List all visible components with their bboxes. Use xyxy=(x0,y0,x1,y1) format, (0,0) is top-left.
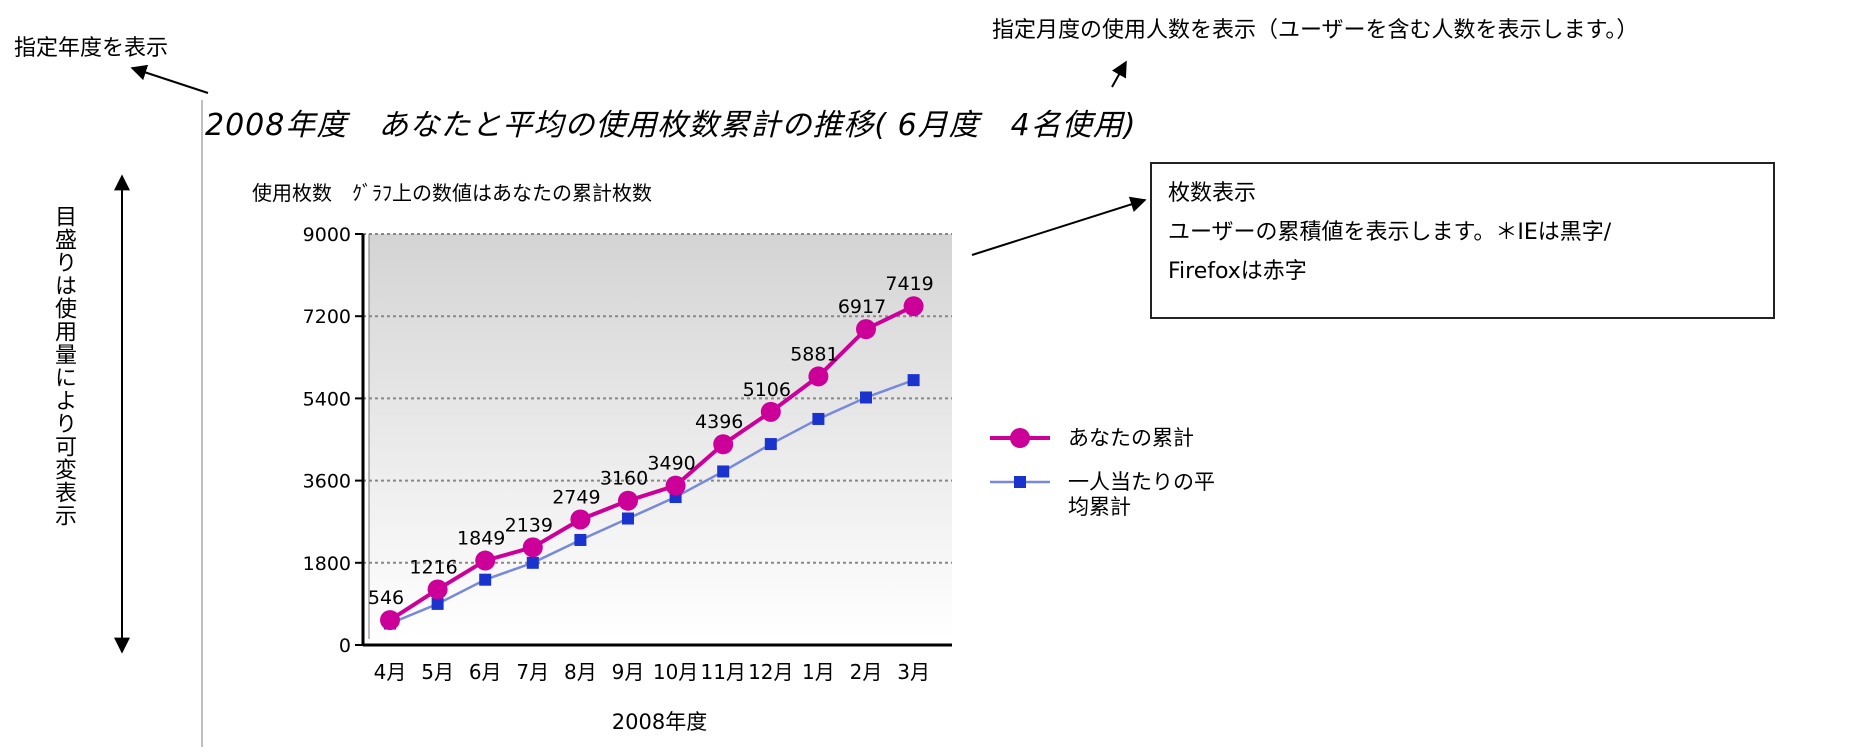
legend-average-marker xyxy=(1014,476,1026,488)
data-label: 4396 xyxy=(695,411,743,433)
data-label: 2139 xyxy=(505,514,553,536)
x-tick-label: 8月 xyxy=(564,660,597,684)
x-tick-label: 10月 xyxy=(653,660,698,684)
data-label: 1216 xyxy=(409,556,457,578)
series-user-point xyxy=(522,537,543,558)
series-user-point xyxy=(760,401,781,422)
x-tick-label: 11月 xyxy=(700,660,745,684)
data-label: 6917 xyxy=(838,296,886,318)
series-user-point xyxy=(808,366,829,387)
data-label: 3160 xyxy=(600,468,648,490)
y-tick-label: 0 xyxy=(339,635,351,657)
y-tick-label: 9000 xyxy=(303,224,351,246)
series-user-point xyxy=(856,319,876,340)
data-label: 1849 xyxy=(457,528,505,550)
legend-user-marker xyxy=(1010,428,1030,448)
data-label: 5106 xyxy=(743,379,791,401)
x-tick-label: 9月 xyxy=(612,660,645,684)
series-user-point xyxy=(427,579,448,600)
legend-user-label: あなたの累計 xyxy=(1068,426,1194,450)
series-user-point xyxy=(475,550,496,571)
series-average-point xyxy=(479,573,492,586)
x-tick-label: 3月 xyxy=(897,660,930,684)
x-tick-label: 6月 xyxy=(469,660,502,684)
x-tick-label: 4月 xyxy=(374,660,407,684)
data-label: 5881 xyxy=(790,343,838,365)
x-tick-label: 2月 xyxy=(850,660,883,684)
data-label: 546 xyxy=(368,587,404,609)
x-tick-label: 7月 xyxy=(516,660,549,684)
info-box: 枚数表示 ユーザーの累積値を表示します。＊IEは黒字/ Firefoxは赤字 xyxy=(1150,162,1775,319)
x-axis-label: 2008年度 xyxy=(612,710,707,734)
series-average-point xyxy=(764,438,777,451)
chart-title: 2008年度 あなたと平均の使用枚数累計の推移( 6月度 4名使用) xyxy=(205,108,1137,143)
info-arrow xyxy=(971,196,1147,256)
year-arrow xyxy=(130,64,209,94)
x-tick-label: 5月 xyxy=(421,660,454,684)
data-label: 3490 xyxy=(647,453,695,475)
series-user-point xyxy=(380,610,400,631)
legend-average-label: 均累計 xyxy=(1068,495,1131,519)
series-user-point xyxy=(570,509,591,530)
x-tick-label: 1月 xyxy=(802,660,835,684)
series-average-point xyxy=(860,391,872,404)
y-tick-label: 1800 xyxy=(303,553,351,575)
series-average-point xyxy=(907,374,920,387)
month-arrow xyxy=(1111,60,1127,88)
y-tick-label: 3600 xyxy=(303,471,351,493)
info-box-line2: Firefoxは赤字 xyxy=(1168,259,1307,284)
legend-average-label: 一人当たりの平 xyxy=(1068,470,1215,494)
series-average-point xyxy=(431,597,444,610)
x-tick-label: 12月 xyxy=(748,660,793,684)
y-tick-label: 5400 xyxy=(303,388,351,410)
y-tick-label: 7200 xyxy=(303,306,351,328)
series-user-point xyxy=(713,434,734,455)
data-label: 7419 xyxy=(885,273,933,295)
info-box-title: 枚数表示 xyxy=(1168,181,1257,206)
series-user-point xyxy=(665,475,686,496)
series-average-point xyxy=(717,465,730,478)
series-user-point xyxy=(618,490,638,511)
month-annotation: 指定月度の使用人数を表示（ユーザーを含む人数を表示します。） xyxy=(992,18,1639,43)
series-average-point xyxy=(812,412,825,425)
series-average-point xyxy=(622,512,634,525)
data-label: 2749 xyxy=(552,486,600,508)
series-average-point xyxy=(526,556,539,569)
info-box-line1: ユーザーの累積値を表示します。＊IEは黒字/ xyxy=(1168,220,1612,245)
scale-annotation: 目盛りは使用量により可変表示 xyxy=(51,205,76,527)
y-axis-note: 使用枚数 ｸﾞﾗﾌ上の数値はあなたの累計枚数 xyxy=(252,181,652,205)
series-average-line xyxy=(389,378,915,625)
series-user-point xyxy=(903,296,924,317)
year-annotation: 指定年度を表示 xyxy=(14,36,169,61)
series-average-point xyxy=(574,533,587,546)
